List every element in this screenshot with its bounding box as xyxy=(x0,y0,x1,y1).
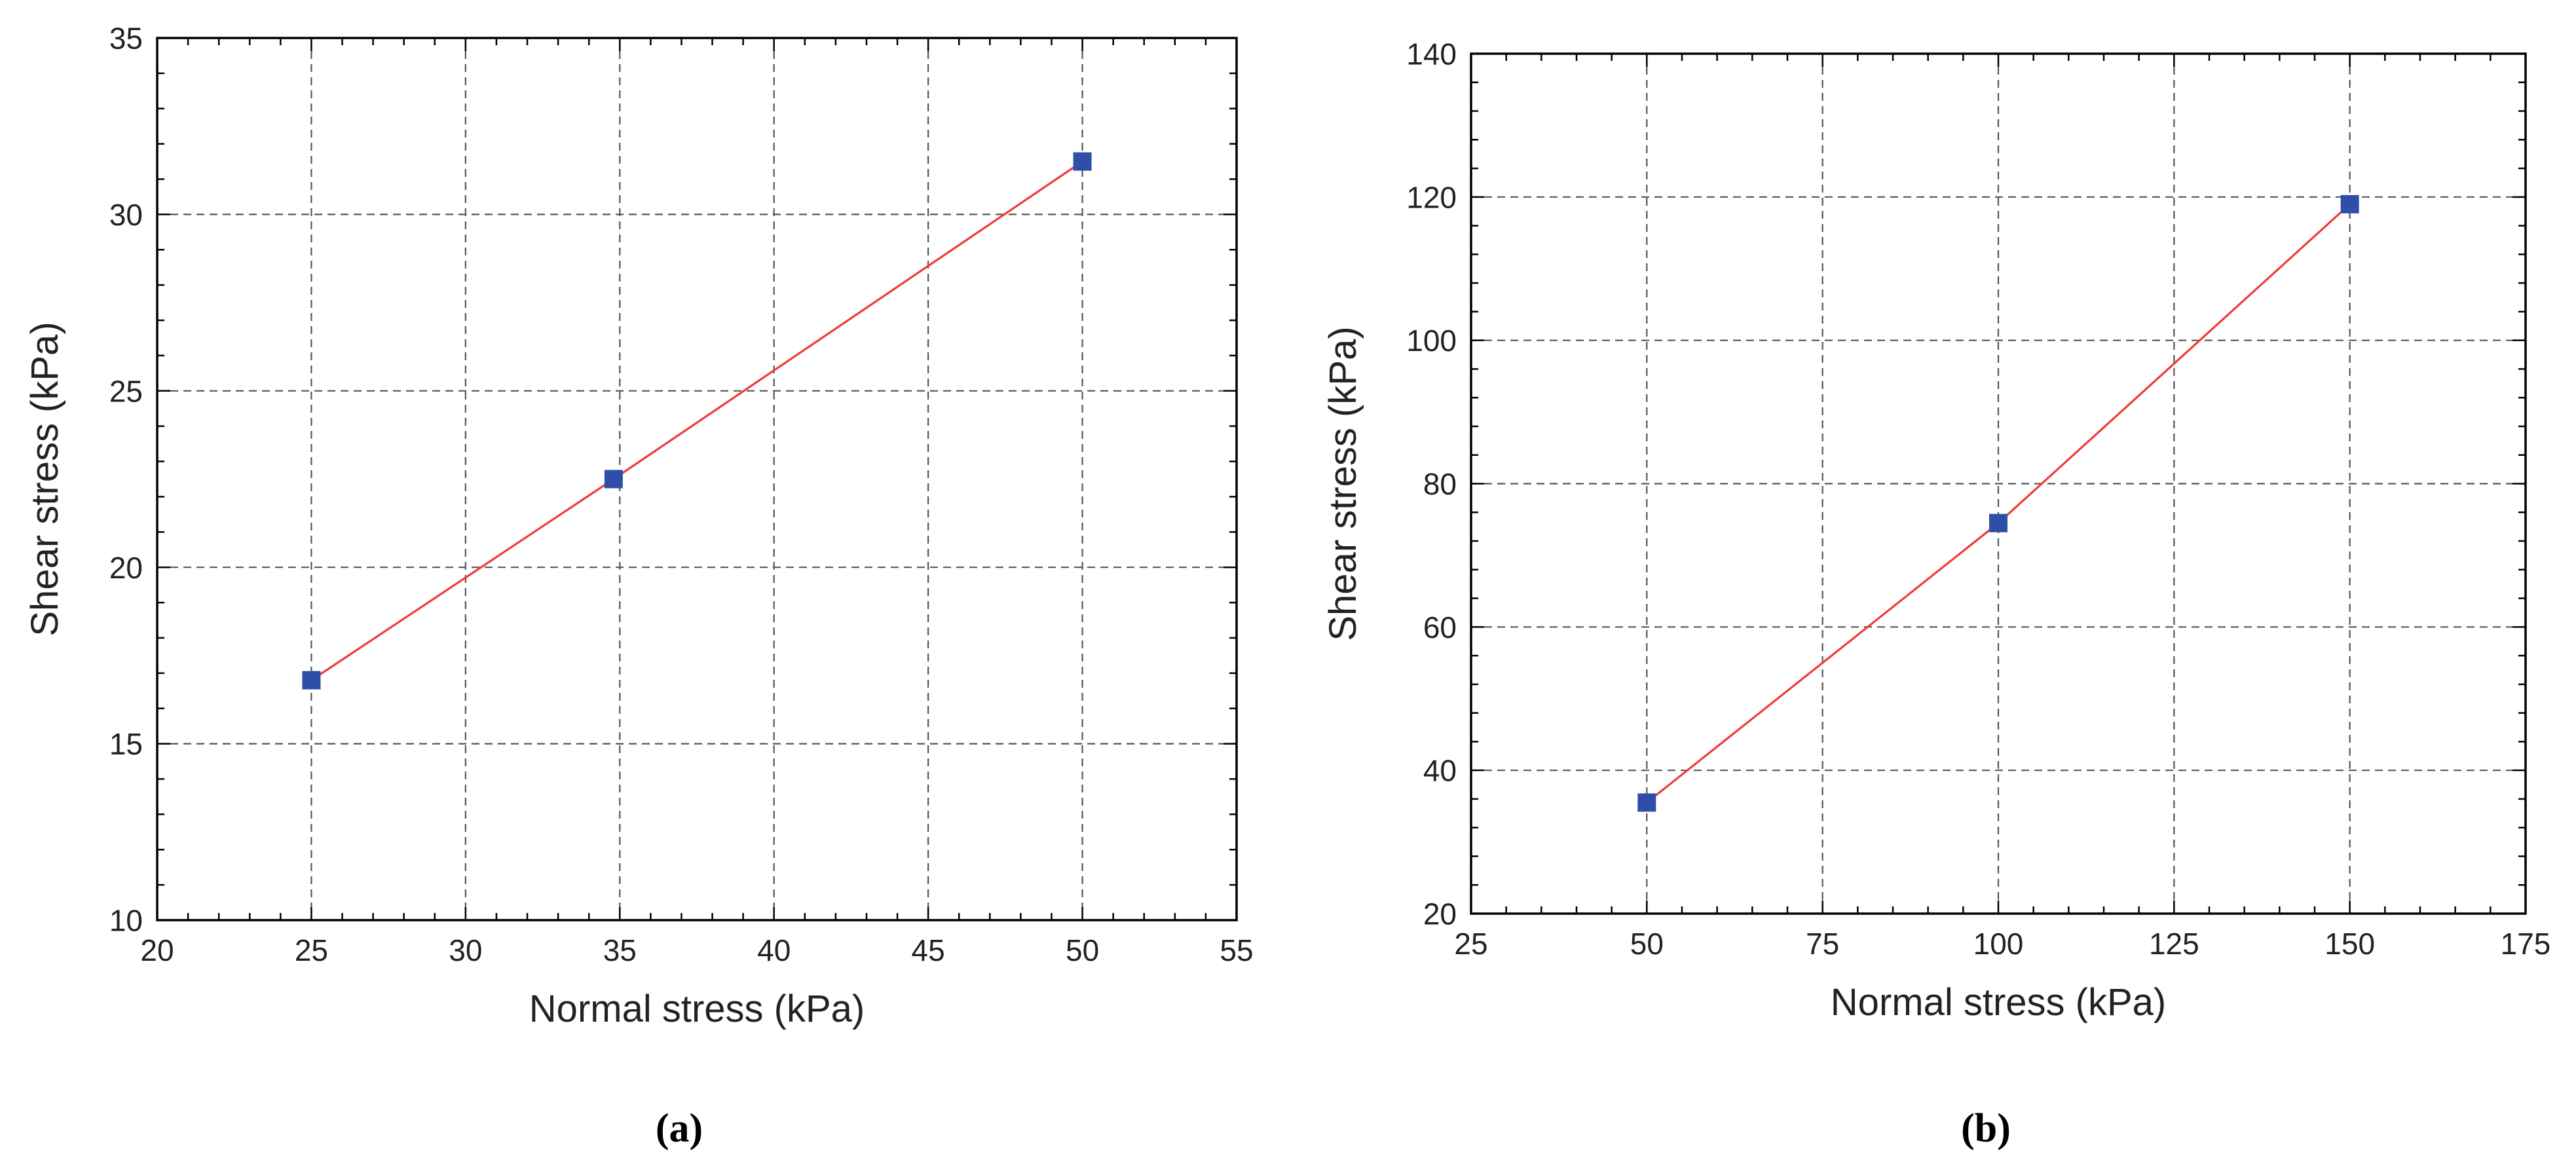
data-point-marker xyxy=(302,671,321,690)
x-axis-label: Normal stress (kPa) xyxy=(1831,981,2166,1024)
x-axis-label: Normal stress (kPa) xyxy=(529,988,865,1030)
y-tick-label: 30 xyxy=(109,198,143,232)
x-tick-label: 75 xyxy=(1806,927,1839,961)
y-tick-label: 10 xyxy=(109,904,143,938)
x-tick-label: 100 xyxy=(1973,927,2024,961)
panel-label-a: (a) xyxy=(655,1106,703,1151)
data-point-marker xyxy=(604,470,623,489)
plot-frame xyxy=(156,37,1238,921)
x-tick-label: 150 xyxy=(2324,927,2375,961)
x-tick-label: 175 xyxy=(2501,927,2551,961)
x-tick-label: 35 xyxy=(603,933,637,967)
data-point-marker xyxy=(2340,195,2359,214)
x-tick-label: 50 xyxy=(1066,933,1099,967)
x-tick-label: 125 xyxy=(2149,927,2199,961)
data-point-marker xyxy=(1989,513,2007,532)
y-tick-label: 15 xyxy=(109,727,143,761)
y-tick-label: 80 xyxy=(1423,467,1457,501)
panel-label-b: (b) xyxy=(1961,1106,2011,1151)
plot-frame xyxy=(1470,52,2527,915)
y-tick-label: 60 xyxy=(1423,610,1457,644)
x-tick-label: 25 xyxy=(295,933,328,967)
x-tick-label: 30 xyxy=(449,933,482,967)
y-tick-label: 20 xyxy=(1423,897,1457,931)
y-tick-label: 35 xyxy=(109,22,143,56)
x-tick-label: 50 xyxy=(1630,927,1664,961)
x-tick-label: 25 xyxy=(1454,927,1487,961)
data-point-marker xyxy=(1073,152,1092,171)
y-tick-label: 25 xyxy=(109,374,143,408)
x-tick-label: 40 xyxy=(757,933,791,967)
x-tick-label: 45 xyxy=(912,933,945,967)
x-tick-label: 20 xyxy=(140,933,174,967)
y-tick-label: 140 xyxy=(1406,37,1457,71)
y-tick-label: 20 xyxy=(109,551,143,585)
y-tick-label: 100 xyxy=(1406,324,1457,358)
y-tick-label: 120 xyxy=(1406,180,1457,214)
y-tick-label: 40 xyxy=(1423,754,1457,788)
data-point-marker xyxy=(1637,793,1656,812)
x-tick-label: 55 xyxy=(1220,933,1253,967)
y-axis-label: Shear stress (kPa) xyxy=(24,322,66,636)
y-axis-label: Shear stress (kPa) xyxy=(1322,326,1364,641)
